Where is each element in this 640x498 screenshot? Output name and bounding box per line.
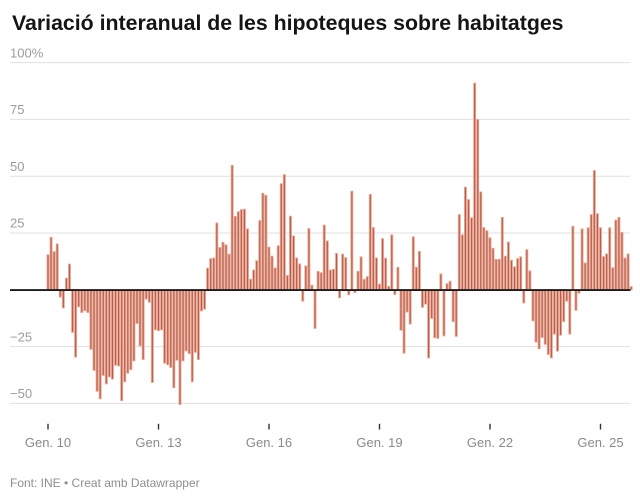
svg-text:−50: −50: [10, 386, 32, 401]
svg-text:50: 50: [10, 159, 24, 174]
svg-text:25: 25: [10, 216, 24, 231]
svg-text:Variació interanual de les hip: Variació interanual de les hipoteques so…: [12, 11, 564, 35]
svg-text:Gen. 10: Gen. 10: [25, 435, 71, 450]
svg-text:100%: 100%: [10, 45, 44, 60]
svg-text:Gen. 19: Gen. 19: [356, 435, 402, 450]
svg-text:Gen. 22: Gen. 22: [467, 435, 513, 450]
svg-text:75: 75: [10, 102, 24, 117]
svg-text:Gen. 25: Gen. 25: [577, 435, 623, 450]
svg-text:Font: INE • Creat amb Datawrap: Font: INE • Creat amb Datawrapper: [10, 476, 200, 490]
svg-text:Gen. 16: Gen. 16: [246, 435, 292, 450]
svg-text:Gen. 13: Gen. 13: [135, 435, 181, 450]
svg-text:−25: −25: [10, 329, 32, 344]
